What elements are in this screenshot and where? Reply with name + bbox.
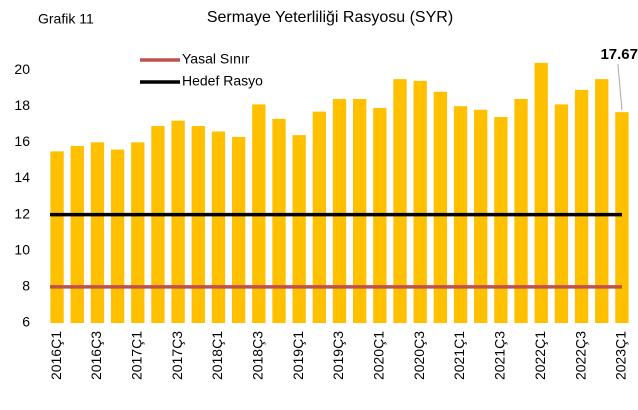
bar — [231, 136, 246, 323]
y-tick-label: 16 — [14, 133, 30, 149]
x-tick-label: 2022Ç3 — [572, 331, 588, 380]
bar — [595, 79, 609, 323]
bar — [474, 109, 488, 324]
bar — [393, 79, 407, 323]
x-tick-label: 2022Ç1 — [532, 331, 548, 380]
bar — [574, 89, 589, 323]
bar — [50, 151, 64, 323]
x-tick-label: 2017Ç3 — [169, 331, 185, 380]
x-tick-label: 2021Ç3 — [492, 331, 508, 380]
x-tick-label: 2020Ç1 — [371, 331, 387, 380]
bar — [151, 126, 165, 323]
chart-title: Sermaye Yeterliliği Rasyosu (SYR) — [207, 9, 453, 26]
bar — [494, 117, 508, 323]
y-tick-label: 12 — [14, 205, 30, 221]
x-tick-label: 2016Ç1 — [48, 331, 64, 380]
bar — [433, 91, 448, 323]
y-tick-label: 14 — [14, 169, 30, 185]
bar — [332, 98, 347, 324]
x-tick-label: 2019Ç1 — [290, 331, 306, 380]
chart-label: Grafik 11 — [38, 11, 94, 27]
bar — [615, 112, 629, 323]
bar — [272, 118, 286, 323]
bar — [312, 111, 326, 324]
data-label: 17.67 — [600, 46, 638, 63]
x-tick-label: 2019Ç3 — [330, 331, 346, 380]
bar — [211, 131, 226, 323]
bar — [413, 80, 427, 323]
legend-label: Yasal Sınır — [182, 51, 250, 67]
y-tick-label: 20 — [14, 61, 30, 77]
bar — [171, 120, 185, 323]
x-tick-label: 2017Ç1 — [128, 331, 144, 380]
bar — [110, 149, 125, 323]
x-tick-label: 2016Ç3 — [88, 331, 104, 380]
y-tick-label: 6 — [22, 314, 30, 330]
bar — [292, 135, 306, 323]
leader-line — [617, 63, 623, 111]
bar — [514, 98, 528, 324]
y-tick-label: 8 — [22, 278, 30, 294]
x-tick-label: 2018Ç3 — [250, 331, 266, 380]
bar — [534, 62, 548, 324]
bar — [90, 142, 105, 323]
x-tick-label: 2018Ç1 — [209, 331, 225, 380]
bar — [70, 145, 84, 323]
bar — [131, 142, 145, 323]
bar — [191, 126, 205, 323]
bar — [353, 98, 367, 324]
y-tick-label: 10 — [14, 241, 30, 257]
legend-label: Hedef Rasyo — [182, 73, 263, 89]
x-tick-label: 2020Ç3 — [411, 331, 427, 380]
x-tick-label: 2021Ç1 — [451, 331, 467, 380]
y-tick-label: 18 — [14, 97, 30, 113]
x-tick-label: 2023Ç1 — [613, 331, 629, 380]
